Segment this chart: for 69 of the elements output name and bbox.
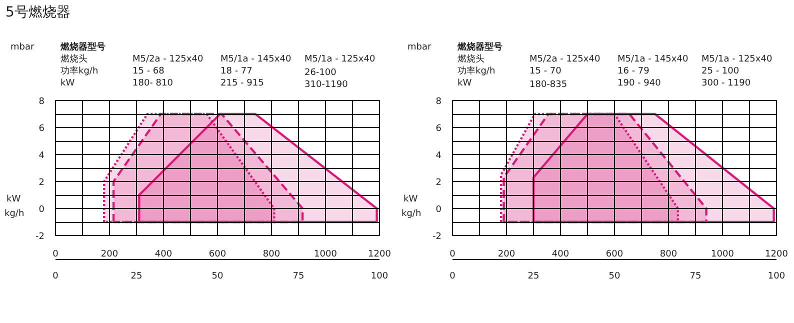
text: M5/2a - 125x40 — [530, 54, 600, 64]
y-tick-label: -2 — [36, 232, 45, 242]
text: kW — [60, 78, 75, 88]
x-tick-label: 600 — [208, 250, 226, 260]
text: 15 - 70 — [530, 66, 562, 76]
x2-axis-title: kg/h — [4, 209, 24, 220]
text: 180-835 — [530, 80, 568, 90]
text: kW — [458, 78, 472, 88]
x-tick-label: 400 — [552, 250, 570, 260]
x2-tick-label: 0 — [52, 272, 59, 282]
text: 功率kg/h — [60, 66, 98, 76]
x-tick-label: 1000 — [314, 250, 338, 260]
y-tick-label: 8 — [436, 97, 442, 107]
text: 16 - 79 — [618, 66, 650, 76]
y-tick-label: 4 — [38, 151, 45, 161]
y-axis-title: mbar — [10, 42, 34, 52]
x2-axis-title: kg/h — [402, 209, 422, 220]
text: 功率kg/h — [458, 66, 496, 76]
x2-tick-label: 100 — [768, 272, 786, 282]
x-tick-label: 800 — [660, 250, 678, 260]
text: 26-100 — [304, 68, 337, 78]
x2-tick-label: 25 — [528, 272, 540, 282]
x2-tick-label: 0 — [450, 272, 456, 282]
x2-tick-label: 50 — [608, 272, 620, 282]
text: 燃烧器型号 — [456, 42, 502, 52]
text: 18 - 77 — [220, 66, 252, 76]
x-tick-label: 0 — [450, 250, 456, 260]
x-tick-label: 1200 — [765, 250, 788, 260]
y-tick-label: 2 — [38, 178, 45, 188]
text: 300 - 1190 — [702, 78, 751, 88]
y-tick-label: 0 — [436, 205, 442, 215]
y-tick-label: 8 — [38, 97, 45, 107]
y-tick-label: 4 — [436, 151, 442, 161]
y-tick-label: 6 — [38, 124, 45, 134]
x2-tick-label: 100 — [370, 272, 388, 282]
text: 190 - 940 — [618, 78, 662, 88]
y-tick-label: 6 — [436, 124, 442, 134]
x-axis-title: kW — [404, 194, 418, 204]
text: M5/1a - 145x40 — [220, 54, 292, 64]
text: 25 - 100 — [702, 66, 740, 76]
y-tick-label: 0 — [38, 205, 45, 215]
text: M5/2a - 125x40 — [132, 54, 204, 64]
x-tick-label: 1200 — [368, 250, 392, 260]
text: 燃烧头 — [458, 54, 484, 64]
y-axis-title: mbar — [408, 42, 432, 52]
x2-tick-label: 75 — [292, 272, 304, 282]
y-tick-label: 2 — [436, 178, 442, 188]
chart-title: 5号燃烧器 — [6, 4, 70, 20]
x-tick-label: 800 — [262, 250, 280, 260]
text: 310-1190 — [304, 80, 348, 90]
x-tick-label: 200 — [100, 250, 118, 260]
x2-tick-label: 50 — [212, 272, 224, 282]
text: M5/1a - 125x40 — [702, 54, 772, 64]
text: 燃烧头 — [60, 54, 88, 64]
text: M5/1a - 145x40 — [618, 54, 688, 64]
x2-tick-label: 75 — [690, 272, 702, 282]
text: 180- 810 — [132, 78, 174, 88]
x-tick-label: 200 — [498, 250, 516, 260]
text: 燃烧器型号 — [60, 42, 106, 52]
x2-tick-label: 25 — [130, 272, 142, 282]
x-tick-label: 600 — [606, 250, 624, 260]
x-tick-label: 400 — [154, 250, 172, 260]
x-tick-label: 1000 — [711, 250, 734, 260]
text: 215 - 915 — [220, 78, 264, 88]
x-tick-label: 0 — [52, 250, 59, 260]
x-axis-title: kW — [6, 194, 21, 204]
text: M5/1a - 125x40 — [304, 54, 376, 64]
text: 15 - 68 — [132, 66, 165, 76]
y-tick-label: -2 — [432, 232, 442, 242]
